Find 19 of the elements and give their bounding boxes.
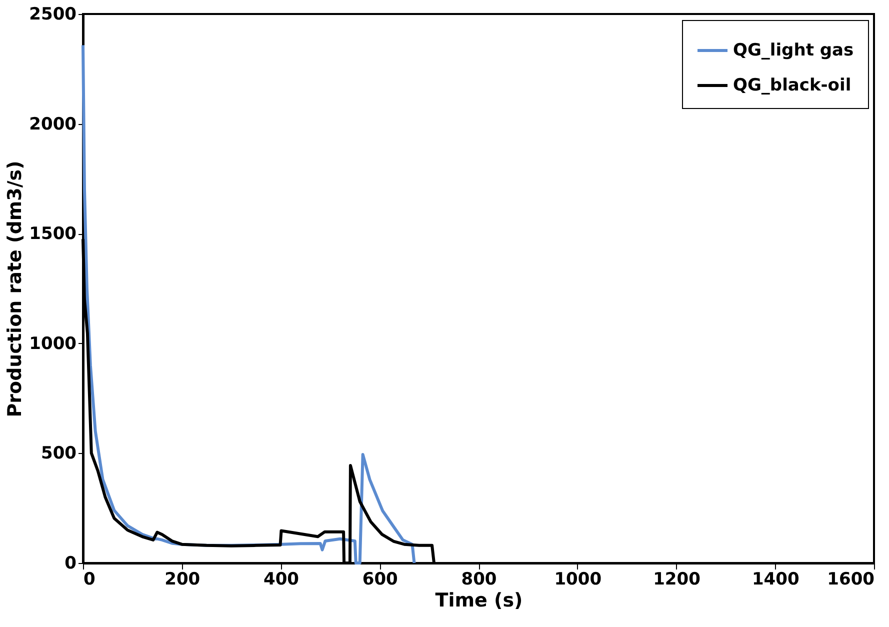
y-tick-label: 1000 <box>29 334 77 354</box>
y-tick-label: 1500 <box>29 224 77 244</box>
legend-label: QG_black-oil <box>733 76 852 96</box>
y-tick-label: 2000 <box>29 114 77 134</box>
x-axis-title: Time (s) <box>435 590 523 612</box>
x-tick-label: 1400 <box>752 570 800 590</box>
x-tick-label: 1000 <box>554 570 602 590</box>
y-tick-label: 500 <box>41 444 77 464</box>
x-tick-label: 800 <box>461 570 497 590</box>
x-tick-label: 200 <box>164 570 200 590</box>
y-axis-title: Production rate (dm3/s) <box>4 160 26 418</box>
legend-label: QG_light gas <box>733 40 854 60</box>
x-tick-label: 600 <box>362 570 398 590</box>
x-tick-label: 1600 <box>827 570 875 590</box>
x-tick-label: 1200 <box>653 570 701 590</box>
y-tick-label: 0 <box>64 554 77 574</box>
y-tick-label: 2500 <box>29 4 77 24</box>
x-tick-label: 0 <box>84 570 96 590</box>
x-tick-label: 400 <box>264 570 300 590</box>
